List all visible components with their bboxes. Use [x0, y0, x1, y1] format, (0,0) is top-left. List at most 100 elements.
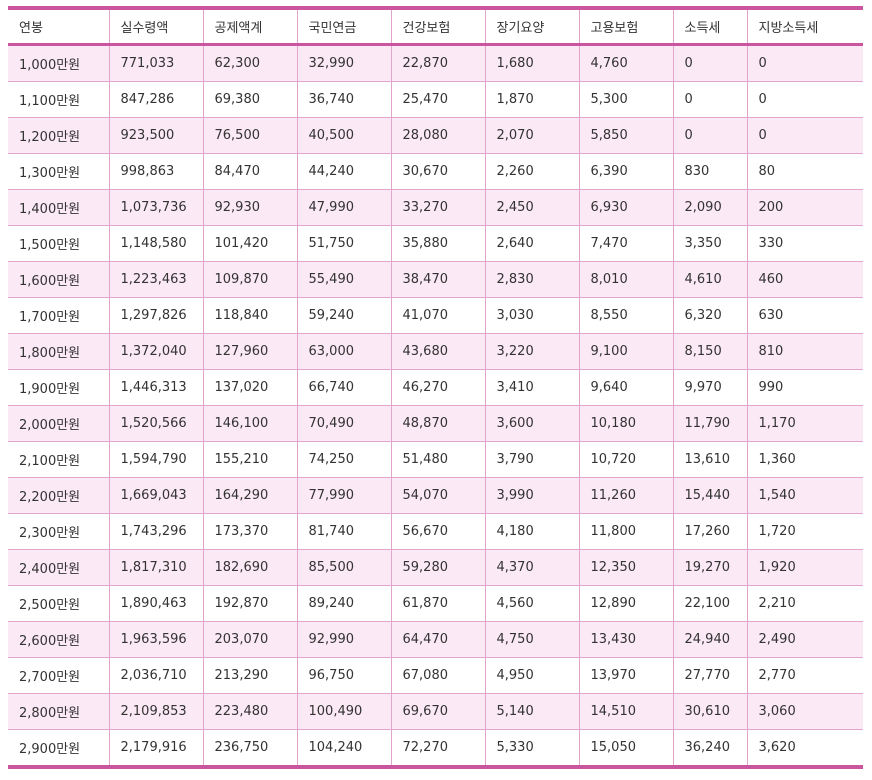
cell-income-tax: 0	[672, 44, 747, 82]
cell-national-pension: 89,240	[296, 585, 391, 622]
cell-total-deduction: 101,420	[202, 225, 297, 262]
cell-local-income-tax: 630	[746, 297, 863, 334]
cell-employment-insurance: 13,970	[578, 657, 673, 694]
cell-annual-salary: 2,500만원	[8, 585, 109, 622]
cell-local-income-tax: 2,770	[746, 657, 863, 694]
cell-annual-salary: 1,300만원	[8, 153, 109, 190]
table-row: 2,500만원 1,890,463 192,870 89,240 61,870 4,560…	[8, 585, 863, 622]
cell-annual-salary: 1,600만원	[8, 261, 109, 298]
cell-net-pay: 1,963,596	[108, 621, 203, 658]
cell-annual-salary: 1,100만원	[8, 81, 109, 118]
cell-employment-insurance: 14,510	[578, 693, 673, 730]
cell-national-pension: 92,990	[296, 621, 391, 658]
cell-employment-insurance: 5,850	[578, 117, 673, 154]
cell-income-tax: 27,770	[672, 657, 747, 694]
cell-health-insurance: 22,870	[390, 44, 485, 82]
table-row: 2,900만원 2,179,916 236,750 104,240 72,270 5,33…	[8, 729, 863, 767]
cell-income-tax: 36,240	[672, 729, 747, 767]
cell-local-income-tax: 3,620	[746, 729, 863, 767]
cell-annual-salary: 2,200만원	[8, 477, 109, 514]
cell-employment-insurance: 12,890	[578, 585, 673, 622]
cell-annual-salary: 2,900만원	[8, 729, 109, 767]
cell-income-tax: 6,320	[672, 297, 747, 334]
cell-long-term-care: 5,330	[484, 729, 579, 767]
cell-health-insurance: 38,470	[390, 261, 485, 298]
cell-local-income-tax: 330	[746, 225, 863, 262]
cell-health-insurance: 48,870	[390, 405, 485, 442]
cell-local-income-tax: 1,720	[746, 513, 863, 550]
cell-national-pension: 59,240	[296, 297, 391, 334]
cell-health-insurance: 43,680	[390, 333, 485, 370]
cell-income-tax: 0	[672, 81, 747, 118]
cell-long-term-care: 3,600	[484, 405, 579, 442]
cell-annual-salary: 2,300만원	[8, 513, 109, 550]
cell-long-term-care: 2,450	[484, 189, 579, 226]
cell-employment-insurance: 9,640	[578, 369, 673, 406]
header-employment-insurance: 고용보험	[578, 8, 673, 46]
cell-long-term-care: 2,640	[484, 225, 579, 262]
cell-total-deduction: 164,290	[202, 477, 297, 514]
cell-income-tax: 22,100	[672, 585, 747, 622]
cell-income-tax: 2,090	[672, 189, 747, 226]
table-row: 1,300만원 998,863 84,470 44,240 30,670 2,260 6,3…	[8, 153, 863, 190]
cell-national-pension: 96,750	[296, 657, 391, 694]
table-row: 2,000만원 1,520,566 146,100 70,490 48,870 3,600…	[8, 405, 863, 442]
cell-local-income-tax: 1,920	[746, 549, 863, 586]
cell-annual-salary: 1,500만원	[8, 225, 109, 262]
cell-long-term-care: 4,560	[484, 585, 579, 622]
cell-long-term-care: 3,790	[484, 441, 579, 478]
cell-total-deduction: 118,840	[202, 297, 297, 334]
cell-annual-salary: 1,200만원	[8, 117, 109, 154]
table-row: 2,800만원 2,109,853 223,480 100,490 69,670 5,14…	[8, 693, 863, 730]
cell-net-pay: 1,594,790	[108, 441, 203, 478]
cell-health-insurance: 67,080	[390, 657, 485, 694]
cell-total-deduction: 137,020	[202, 369, 297, 406]
cell-national-pension: 81,740	[296, 513, 391, 550]
cell-health-insurance: 25,470	[390, 81, 485, 118]
cell-health-insurance: 33,270	[390, 189, 485, 226]
header-health-insurance: 건강보험	[390, 8, 485, 46]
cell-national-pension: 32,990	[296, 44, 391, 82]
cell-local-income-tax: 2,490	[746, 621, 863, 658]
cell-national-pension: 51,750	[296, 225, 391, 262]
cell-national-pension: 47,990	[296, 189, 391, 226]
table-row: 2,100만원 1,594,790 155,210 74,250 51,480 3,790…	[8, 441, 863, 478]
cell-net-pay: 2,036,710	[108, 657, 203, 694]
cell-total-deduction: 127,960	[202, 333, 297, 370]
cell-national-pension: 55,490	[296, 261, 391, 298]
cell-employment-insurance: 15,050	[578, 729, 673, 767]
cell-long-term-care: 3,030	[484, 297, 579, 334]
cell-health-insurance: 51,480	[390, 441, 485, 478]
cell-income-tax: 30,610	[672, 693, 747, 730]
cell-net-pay: 1,890,463	[108, 585, 203, 622]
cell-income-tax: 17,260	[672, 513, 747, 550]
cell-income-tax: 3,350	[672, 225, 747, 262]
cell-employment-insurance: 8,010	[578, 261, 673, 298]
header-total-deduction: 공제액계	[202, 8, 297, 46]
cell-total-deduction: 182,690	[202, 549, 297, 586]
cell-annual-salary: 2,100만원	[8, 441, 109, 478]
cell-annual-salary: 2,000만원	[8, 405, 109, 442]
cell-employment-insurance: 13,430	[578, 621, 673, 658]
cell-income-tax: 11,790	[672, 405, 747, 442]
cell-total-deduction: 109,870	[202, 261, 297, 298]
table-row: 1,900만원 1,446,313 137,020 66,740 46,270 3,410…	[8, 369, 863, 406]
table-row: 1,500만원 1,148,580 101,420 51,750 35,880 2,640…	[8, 225, 863, 262]
cell-health-insurance: 46,270	[390, 369, 485, 406]
cell-total-deduction: 192,870	[202, 585, 297, 622]
cell-total-deduction: 84,470	[202, 153, 297, 190]
table-row: 2,400만원 1,817,310 182,690 85,500 59,280 4,370…	[8, 549, 863, 586]
cell-health-insurance: 69,670	[390, 693, 485, 730]
cell-national-pension: 74,250	[296, 441, 391, 478]
cell-total-deduction: 155,210	[202, 441, 297, 478]
table-row: 1,400만원 1,073,736 92,930 47,990 33,270 2,450 6…	[8, 189, 863, 226]
cell-annual-salary: 1,700만원	[8, 297, 109, 334]
table-header-row: 연봉 실수령액 공제액계 국민연금 건강보험 장기요양 고용보험 소득세 지방소…	[8, 8, 863, 46]
cell-total-deduction: 223,480	[202, 693, 297, 730]
cell-long-term-care: 4,750	[484, 621, 579, 658]
cell-health-insurance: 41,070	[390, 297, 485, 334]
cell-health-insurance: 56,670	[390, 513, 485, 550]
cell-employment-insurance: 6,930	[578, 189, 673, 226]
cell-long-term-care: 4,950	[484, 657, 579, 694]
cell-long-term-care: 2,830	[484, 261, 579, 298]
